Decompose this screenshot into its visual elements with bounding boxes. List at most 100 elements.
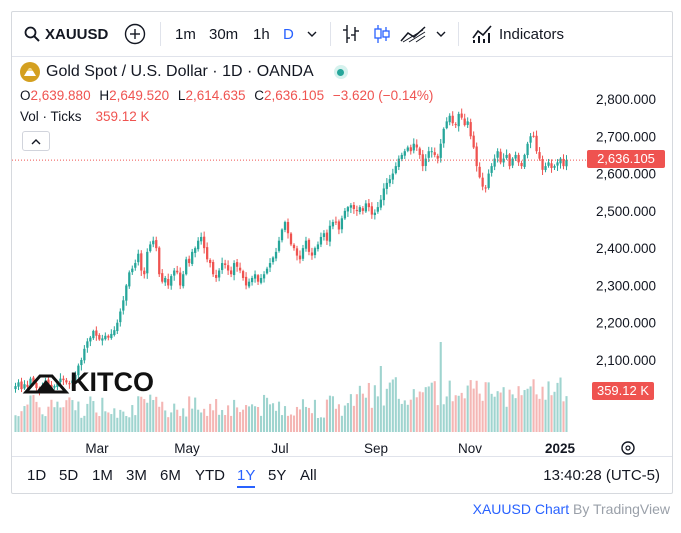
range-1m[interactable]: 1M [92, 466, 113, 484]
clock-timezone[interactable]: 13:40:28 (UTC-5) [543, 466, 660, 484]
volume-bar [400, 403, 403, 432]
volume-bar [481, 400, 484, 432]
volume-bar [355, 394, 358, 432]
candle-body [541, 159, 544, 170]
candle-body [502, 158, 505, 163]
volume-bar [194, 397, 197, 432]
candle-body [358, 207, 362, 212]
symbol-search-button[interactable]: XAUUSD [24, 12, 108, 56]
volume-bar [412, 389, 415, 432]
candle-body [59, 378, 62, 383]
candles-style-button[interactable] [372, 12, 392, 56]
candle-body [415, 144, 418, 148]
volume-bar [107, 412, 110, 432]
candle-body [182, 274, 185, 287]
volume-bar [74, 410, 77, 432]
x-tick-label: Jul [271, 441, 288, 456]
volume-bar [23, 406, 26, 432]
candle-body [53, 386, 56, 388]
price-chart[interactable]: 2,800.000 2,700.000 2,600.000 2,500.000 2,40… [12, 56, 672, 460]
attribution-link[interactable]: XAUUSD Chart [472, 501, 570, 517]
candle-body [565, 160, 568, 167]
candle-body [250, 277, 254, 283]
candles-icon [374, 25, 390, 43]
kitco-logo-text: KITCO [70, 367, 154, 397]
range-5d[interactable]: 5D [59, 466, 79, 484]
volume-bar [451, 401, 454, 432]
chart-style-dropdown[interactable] [435, 12, 447, 56]
volume-bar [62, 407, 65, 432]
candle-body [197, 240, 200, 250]
candle-body [343, 210, 347, 219]
kitco-logo: KITCO [22, 367, 154, 397]
volume-bar [92, 401, 95, 432]
candle-body [409, 147, 412, 152]
interval-1m[interactable]: 1m [175, 25, 196, 43]
interval-dropdown[interactable] [306, 12, 318, 56]
range-6m[interactable]: 6M [160, 466, 181, 484]
range-3m[interactable]: 3M [126, 466, 147, 484]
candle-body [14, 386, 17, 390]
indicators-button[interactable]: Indicators [471, 12, 564, 56]
volume-bar [436, 405, 439, 432]
volume-bar [466, 385, 469, 432]
volume-bar [487, 382, 490, 432]
volume-bar [490, 393, 493, 432]
x-tick-label: Sep [364, 441, 388, 456]
volume-bar [128, 417, 131, 432]
range-all[interactable]: All [300, 466, 317, 484]
area-style-button[interactable] [399, 12, 427, 56]
candle-body [412, 143, 415, 151]
last-volume-label: 359.12 K [597, 383, 649, 398]
volume-bar [448, 380, 451, 432]
candle-body [400, 154, 403, 159]
range-ytd[interactable]: YTD [195, 466, 225, 484]
candle-body [523, 154, 526, 167]
volume-bar [185, 416, 188, 432]
volume-bar [343, 405, 346, 432]
candle-body [307, 239, 311, 252]
range-1y[interactable]: 1Y [237, 457, 256, 493]
volume-bar [200, 412, 203, 432]
volume-bar [292, 415, 296, 432]
volume-bar [472, 388, 475, 432]
volume-bar [209, 403, 212, 432]
candle-body [538, 152, 541, 159]
volume-bar [167, 417, 170, 432]
candle-body [535, 135, 538, 152]
candle-body [547, 162, 550, 166]
volume-bar [565, 396, 568, 432]
range-1d[interactable]: 1D [27, 466, 47, 484]
candle-body [430, 151, 433, 153]
compare-symbol-button[interactable] [124, 12, 146, 56]
candle-body [86, 341, 89, 348]
candle-body [514, 154, 517, 159]
volume-bar [469, 380, 472, 432]
interval-d[interactable]: D [283, 25, 294, 43]
candle-body [448, 115, 451, 123]
candle-body [262, 274, 266, 279]
volume-bar [53, 407, 56, 432]
volume-bar [415, 397, 418, 432]
interval-30m[interactable]: 30m [209, 25, 239, 43]
candle-body [349, 205, 353, 208]
volume-bar [562, 401, 565, 432]
candle-body [131, 268, 134, 273]
volume-bar [218, 414, 221, 432]
volume-bar [143, 399, 146, 432]
candle-body [352, 204, 356, 209]
candle-body [214, 275, 218, 278]
chart-settings-button[interactable] [621, 441, 635, 455]
collapse-legend-button[interactable] [22, 131, 50, 151]
volume-bar [409, 399, 412, 432]
range-bar: 1D 5D 1M 3M 6M YTD 1Y 5Y All 13:40:28 (U… [12, 456, 672, 493]
volume-bar [197, 409, 200, 432]
candle-body [313, 248, 317, 256]
interval-1h[interactable]: 1h [253, 25, 270, 43]
volume-bar [484, 382, 487, 432]
range-5y[interactable]: 5Y [268, 466, 287, 484]
volume-bar [212, 410, 215, 432]
volume-bar [38, 407, 41, 432]
volume-bar [493, 396, 496, 432]
bar-style-button[interactable] [341, 12, 361, 56]
